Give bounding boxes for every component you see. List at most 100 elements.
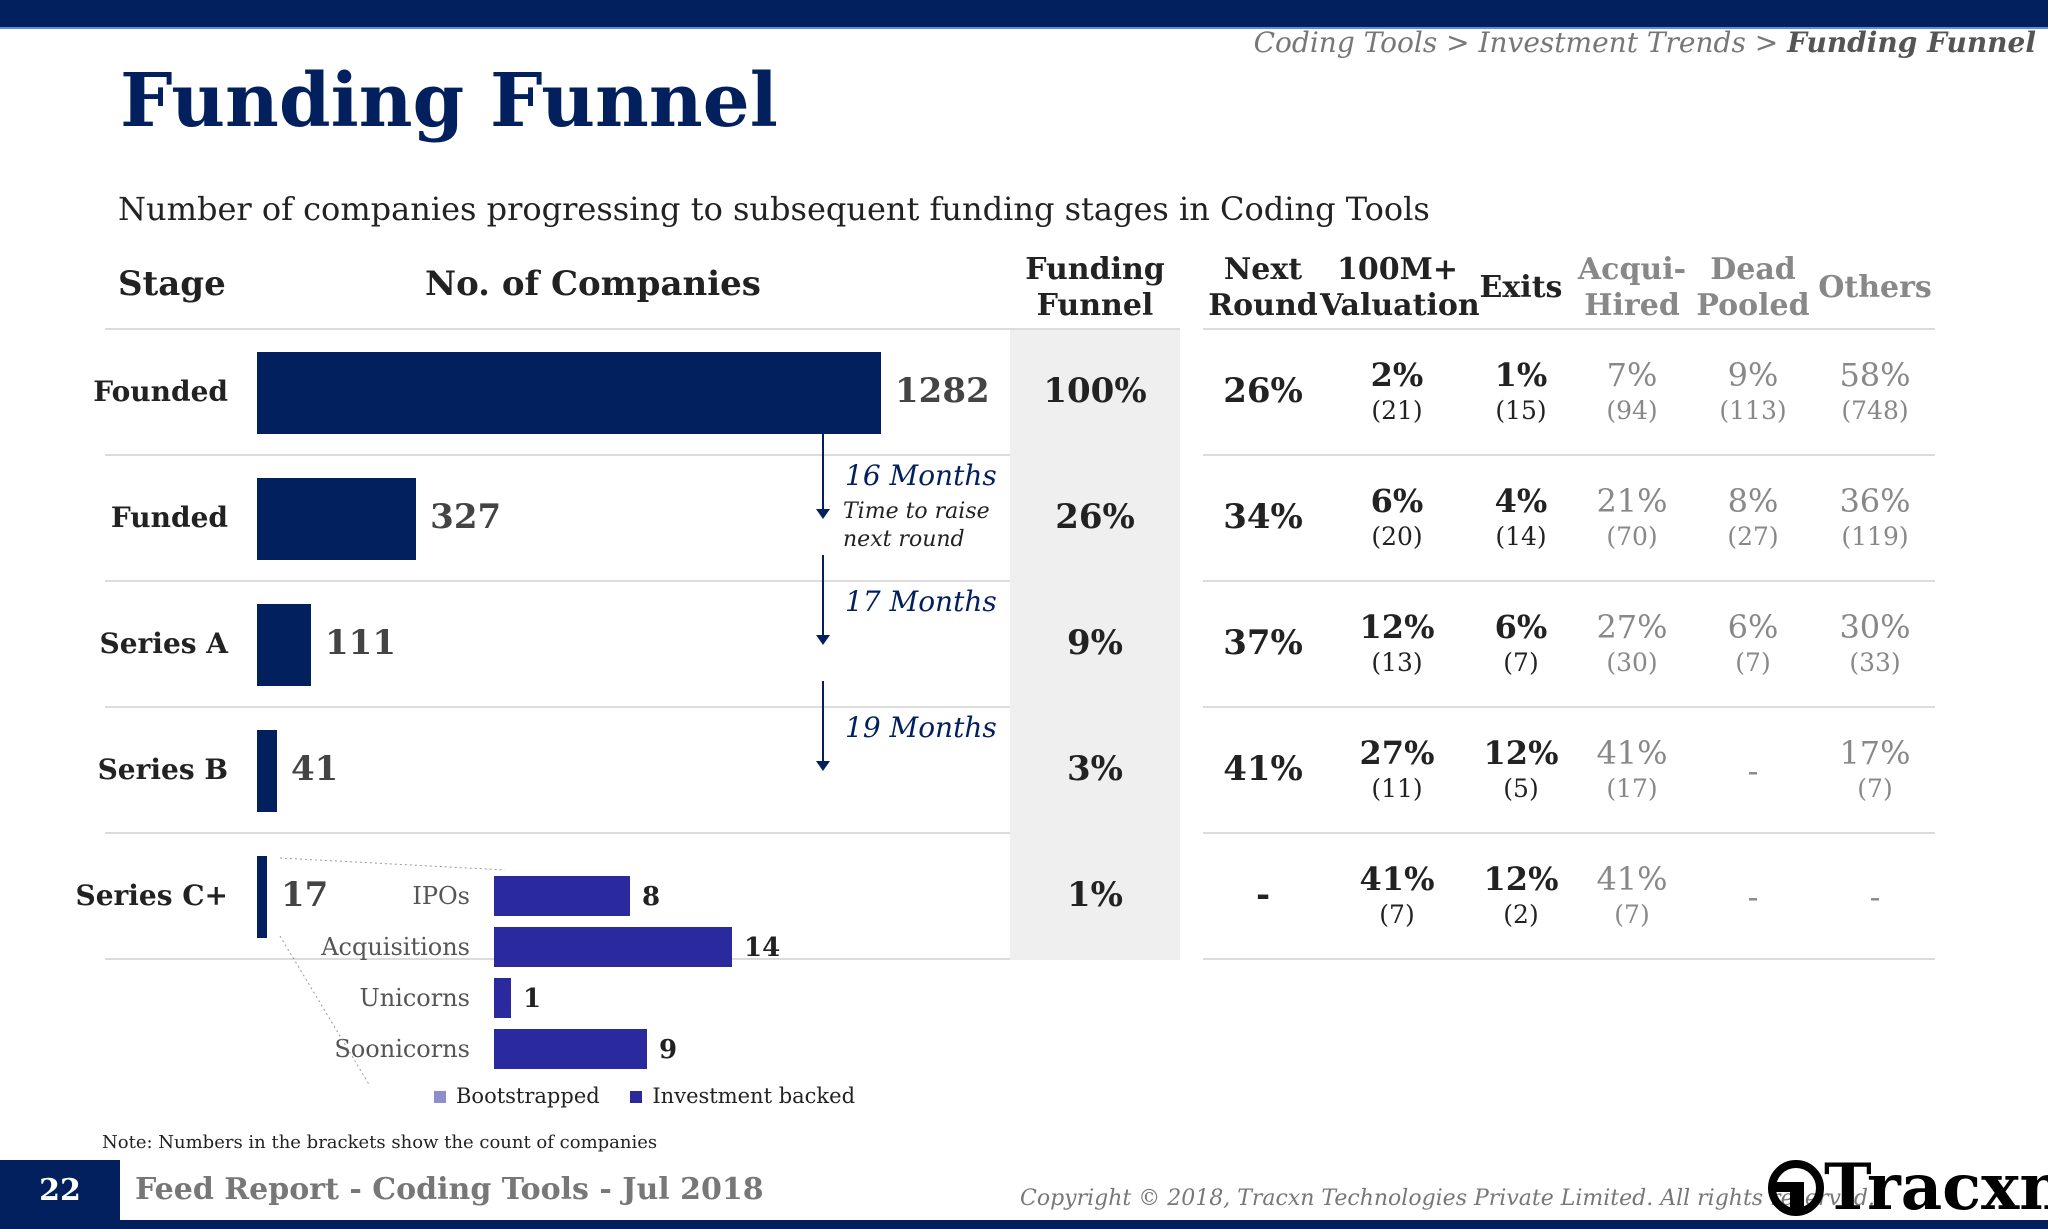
top-bar	[0, 0, 2048, 29]
breakdown-value-ipos: 8	[642, 882, 661, 912]
exits-series-b: 12% (5)	[1461, 735, 1581, 807]
bar-funded	[257, 478, 417, 560]
dead-pooled-count-founded: (113)	[1719, 396, 1787, 425]
dead-pooled-count-funded: (27)	[1727, 522, 1779, 551]
breadcrumb: Coding Tools > Investment Trends > Fundi…	[1254, 26, 2036, 59]
dead-pooled-count-series-a: (7)	[1735, 648, 1771, 677]
acqui-hired-count-series-c: (7)	[1614, 900, 1650, 929]
dead-pooled-funded: 8% (27)	[1693, 483, 1813, 555]
acqui-hired-funded: 21% (70)	[1572, 483, 1692, 555]
stage-label-founded: Founded	[93, 375, 228, 408]
col-header-valuation-line2: Valuation	[1320, 288, 1480, 323]
breakdown-value-acquisitions: 14	[744, 933, 781, 963]
bar-value-series-b: 41	[290, 749, 339, 789]
dead-pooled-series-c: -	[1693, 879, 1813, 915]
exits-count-series-a: (7)	[1503, 648, 1539, 677]
exits-pct-series-c: 12%	[1483, 860, 1559, 898]
col-header-exits: Exits	[1479, 270, 1563, 305]
valuation-100m-series-b: 27% (11)	[1337, 735, 1457, 807]
bar-series-a	[257, 604, 312, 686]
exits-series-c: 12% (2)	[1461, 861, 1581, 933]
others-count-series-b: (7)	[1857, 774, 1893, 803]
breakdown-bar-soonicorns	[494, 1029, 647, 1069]
dead-pooled-series-b: -	[1693, 753, 1813, 789]
valuation-100m-pct-series-a: 12%	[1359, 608, 1435, 646]
breakdown-connector	[279, 857, 506, 1087]
exits-count-series-c: (2)	[1503, 900, 1539, 929]
exits-funded: 4% (14)	[1461, 483, 1581, 555]
funnel-column-background	[1010, 330, 1180, 960]
acqui-hired-count-series-b: (17)	[1606, 774, 1658, 803]
others-pct-series-b: 17%	[1839, 734, 1911, 772]
legend: Bootstrapped Investment backed	[434, 1084, 855, 1108]
acqui-hired-founded: 7% (94)	[1572, 357, 1692, 429]
header-divider-right	[1203, 328, 1935, 330]
acqui-hired-pct-founded: 7%	[1606, 356, 1658, 394]
exits-count-funded: (14)	[1495, 522, 1547, 551]
breakdown-label-acquisitions: Acquisitions	[321, 933, 470, 961]
page-title: Funding Funnel	[120, 58, 778, 144]
stage-label-series-c: Series C+	[75, 879, 229, 912]
valuation-100m-count-series-b: (11)	[1371, 774, 1423, 803]
col-header-dead-pooled-line1: Dead	[1710, 252, 1796, 287]
bar-value-funded: 327	[430, 497, 502, 537]
col-header-next-round-line1: Next	[1223, 252, 1303, 287]
funnel-pct-series-b: 3%	[1067, 749, 1123, 789]
dead-pooled-series-a: 6% (7)	[1693, 609, 1813, 681]
dead-pooled-pct-funded: 8%	[1727, 482, 1779, 520]
col-header-companies: No. of Companies	[425, 264, 761, 304]
col-header-dead-pooled: Dead Pooled	[1693, 252, 1813, 324]
col-header-valuation-line1: 100M+	[1337, 252, 1458, 287]
exits-pct-series-b: 12%	[1483, 734, 1559, 772]
breakdown-bar-ipos	[494, 876, 630, 916]
exits-pct-founded: 1%	[1494, 356, 1548, 394]
col-header-funding-funnel: Funding Funnel	[1010, 252, 1180, 324]
legend-swatch-investment-backed	[630, 1091, 643, 1103]
page-number: 22	[0, 1160, 120, 1222]
bar-value-series-a: 111	[325, 623, 396, 663]
others-funded: 36% (119)	[1815, 483, 1935, 555]
breakdown-bar-acquisitions	[494, 927, 732, 967]
acqui-hired-series-b: 41% (17)	[1572, 735, 1692, 807]
col-header-next-round: Next Round	[1203, 252, 1323, 324]
footnote: Note: Numbers in the brackets show the c…	[102, 1132, 658, 1153]
acqui-hired-pct-series-b: 41%	[1596, 734, 1668, 772]
bar-series-c	[257, 856, 267, 938]
row-divider-left-series-b	[105, 832, 1010, 834]
legend-label-bootstrapped: Bootstrapped	[456, 1084, 600, 1108]
row-divider-right-series-a	[1203, 706, 1935, 708]
row-divider-left-founded	[105, 454, 1010, 456]
others-count-funded: (119)	[1841, 522, 1909, 551]
acqui-hired-count-series-a: (30)	[1606, 648, 1658, 677]
dead-pooled-pct-series-c: -	[1747, 878, 1759, 916]
others-series-a: 30% (33)	[1815, 609, 1935, 681]
bottom-bar	[0, 1220, 2048, 1229]
col-header-others: Others	[1818, 270, 1932, 305]
others-pct-series-c: -	[1869, 878, 1881, 916]
breakdown-label-unicorns: Unicorns	[359, 984, 471, 1012]
dead-pooled-pct-series-a: 6%	[1727, 608, 1779, 646]
exits-pct-funded: 4%	[1494, 482, 1548, 520]
next-round-series-c: -	[1255, 875, 1271, 915]
exits-series-a: 6% (7)	[1461, 609, 1581, 681]
stage-label-funded: Funded	[110, 501, 228, 534]
others-count-founded: (748)	[1841, 396, 1909, 425]
acqui-hired-count-funded: (70)	[1606, 522, 1658, 551]
next-round-funded: 34%	[1223, 497, 1303, 537]
row-divider-left-series-a	[105, 706, 1010, 708]
next-round-series-a: 37%	[1223, 623, 1303, 663]
breakdown-label-ipos: IPOs	[412, 882, 470, 910]
bar-series-b	[257, 730, 277, 812]
time-to-raise-line1: Time to raise	[843, 499, 990, 524]
dead-pooled-founded: 9% (113)	[1693, 357, 1813, 429]
col-header-acqui-hired-line1: Acqui-	[1577, 252, 1687, 287]
bar-value-founded: 1282	[895, 371, 990, 411]
copyright-notice: Copyright © 2018, Tracxn Technologies Pr…	[1020, 1186, 1875, 1211]
acqui-hired-count-founded: (94)	[1606, 396, 1658, 425]
valuation-100m-pct-founded: 2%	[1370, 356, 1424, 394]
col-header-stage: Stage	[118, 264, 226, 304]
valuation-100m-count-founded: (21)	[1371, 396, 1423, 425]
acqui-hired-series-a: 27% (30)	[1572, 609, 1692, 681]
time-to-raise-17-months: 17 Months	[845, 585, 997, 618]
col-header-dead-pooled-line2: Pooled	[1696, 288, 1810, 323]
